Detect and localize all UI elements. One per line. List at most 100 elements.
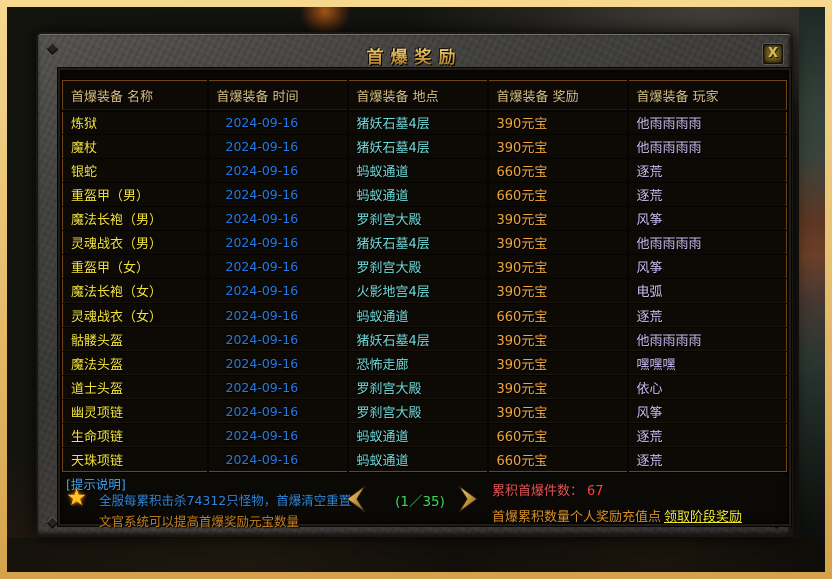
table-row: 道士头盔 2024-09-16 罗刹宫大殿 390元宝 依心 (62, 375, 787, 400)
cell-reward: 390元宝 (487, 375, 629, 400)
cell-drop-time: 2024-09-16 (207, 447, 349, 472)
game-scene-background: 首爆奖励 X 首爆装备 名称 首爆装备 时间 首爆装备 地点 首爆装备 奖励 (7, 7, 825, 572)
cell-item-name: 重盔甲（男） (62, 182, 209, 207)
cell-player: 依心 (636, 381, 663, 397)
cell-reward: 660元宝 (487, 303, 629, 328)
page-indicator: (1／35) (395, 494, 445, 510)
cell-drop-time: 2024-09-16 (207, 158, 349, 183)
table-header-row: 首爆装备 名称 首爆装备 时间 首爆装备 地点 首爆装备 奖励 首爆装备 玩家 (62, 80, 787, 112)
table-row: 魔杖 2024-09-16 猪妖石墓4层 390元宝 他雨雨雨雨 (62, 134, 787, 159)
cell-player: 他雨雨雨雨 (636, 333, 702, 349)
chevron-left-icon[interactable] (345, 486, 367, 512)
cell-drop-time: 2024-09-16 (207, 182, 349, 207)
cell-drop-place: 恐怖走廊 (347, 351, 489, 376)
cell-drop-time: 2024-09-16 (207, 110, 349, 135)
cell-reward: 660元宝 (487, 447, 629, 472)
claim-stage-reward-link[interactable]: 领取阶段奖励 (664, 510, 743, 525)
cell-drop-place: 猪妖石墓4层 (347, 230, 489, 255)
accumulated-drop-count-label: 累积首爆件数： (492, 484, 584, 499)
cell-drop-place: 罗刹宫大殿 (347, 206, 489, 231)
cell-player: 风筝 (636, 405, 663, 421)
chevron-right-icon[interactable] (457, 486, 479, 512)
table-row: 灵魂战衣（女） 2024-09-16 蚂蚁通道 660元宝 逐荒 (62, 303, 787, 328)
cell-drop-place: 猪妖石墓4层 (347, 134, 489, 159)
cell-drop-time: 2024-09-16 (207, 206, 349, 231)
cell-drop-place: 猪妖石墓4层 (347, 110, 489, 135)
cell-drop-time: 2024-09-16 (207, 278, 349, 303)
table-row: 重盔甲（男） 2024-09-16 蚂蚁通道 660元宝 逐荒 (62, 182, 787, 207)
table-row: 天珠项链 2024-09-16 蚂蚁通道 660元宝 逐荒 (62, 447, 787, 472)
table-row: 重盔甲（女） 2024-09-16 罗刹宫大殿 390元宝 风筝 (62, 254, 787, 279)
cell-item-name: 天珠项链 (62, 447, 209, 472)
star-icon: ★ (66, 485, 87, 511)
cell-drop-time: 2024-09-16 (207, 303, 349, 328)
cell-player: 嘿嘿嘿 (636, 357, 676, 373)
cell-reward: 390元宝 (487, 206, 629, 231)
close-button[interactable]: X (763, 44, 783, 64)
tip-line-2: 文官系统可以提高首爆奖励元宝数量 (99, 514, 300, 529)
cell-item-name: 魔法长袍（女） (62, 278, 209, 303)
first-drop-reward-window: 首爆奖励 X 首爆装备 名称 首爆装备 时间 首爆装备 地点 首爆装备 奖励 (36, 32, 793, 537)
cell-item-name: 灵魂战衣（女） (62, 303, 209, 328)
cell-drop-place: 蚂蚁通道 (347, 447, 489, 472)
cell-drop-time: 2024-09-16 (207, 134, 349, 159)
cell-player: 逐荒 (636, 189, 663, 205)
cell-drop-place: 猪妖石墓4层 (347, 327, 489, 352)
cell-drop-time: 2024-09-16 (207, 254, 349, 279)
cell-player: 电弧 (636, 285, 663, 301)
cell-drop-place: 蚂蚁通道 (347, 303, 489, 328)
table-row: 幽灵项链 2024-09-16 罗刹宫大殿 390元宝 风筝 (62, 399, 787, 424)
cell-item-name: 炼狱 (62, 110, 209, 135)
table-row: 魔法长袍（女） 2024-09-16 火影地宫4层 390元宝 电弧 (62, 278, 787, 303)
table-row: 灵魂战衣（男） 2024-09-16 猪妖石墓4层 390元宝 他雨雨雨雨 (62, 230, 787, 255)
cell-reward: 390元宝 (487, 327, 629, 352)
cell-drop-place: 罗刹宫大殿 (347, 399, 489, 424)
cell-drop-place: 罗刹宫大殿 (347, 254, 489, 279)
cell-reward: 390元宝 (487, 230, 629, 255)
cell-player: 他雨雨雨雨 (636, 141, 702, 157)
cell-player: 逐荒 (636, 453, 663, 469)
cell-item-name: 重盔甲（女） (62, 254, 209, 279)
cell-drop-time: 2024-09-16 (207, 327, 349, 352)
col-header-drop-place: 首爆装备 地点 (347, 80, 489, 112)
table-body: 炼狱 2024-09-16 猪妖石墓4层 390元宝 他雨雨雨雨 魔杖 2024… (62, 110, 787, 472)
cell-reward: 390元宝 (487, 399, 629, 424)
cell-drop-place: 火影地宫4层 (347, 278, 489, 303)
first-drop-table: 首爆装备 名称 首爆装备 时间 首爆装备 地点 首爆装备 奖励 首爆装备 玩家 … (62, 80, 787, 472)
cell-reward: 390元宝 (487, 254, 629, 279)
cell-reward: 390元宝 (487, 134, 629, 159)
window-title: 首爆奖励 (367, 43, 463, 68)
accumulated-drop-count-value: 67 (587, 484, 604, 499)
cell-item-name: 骷髅头盔 (62, 327, 209, 352)
accumulated-drop-count: 累积首爆件数： 67 (492, 480, 604, 499)
table-row: 炼狱 2024-09-16 猪妖石墓4层 390元宝 他雨雨雨雨 (62, 110, 787, 135)
table-row: 骷髅头盔 2024-09-16 猪妖石墓4层 390元宝 他雨雨雨雨 (62, 327, 787, 352)
cell-drop-place: 蚂蚁通道 (347, 158, 489, 183)
cell-drop-time: 2024-09-16 (207, 399, 349, 424)
col-header-item-name: 首爆装备 名称 (62, 80, 209, 112)
tip-line-1: 全服每累积击杀74312只怪物，首爆清空重置 (99, 493, 352, 508)
content-panel: 首爆装备 名称 首爆装备 时间 首爆装备 地点 首爆装备 奖励 首爆装备 玩家 … (58, 68, 791, 529)
col-header-drop-time: 首爆装备 时间 (207, 80, 349, 112)
cell-item-name: 灵魂战衣（男） (62, 230, 209, 255)
cell-reward: 390元宝 (487, 351, 629, 376)
cell-item-name: 银蛇 (62, 158, 209, 183)
cell-reward: 390元宝 (487, 278, 629, 303)
frame-corner-ornament (46, 516, 59, 529)
cell-drop-place: 蚂蚁通道 (347, 182, 489, 207)
cell-drop-place: 罗刹宫大殿 (347, 375, 489, 400)
cell-item-name: 魔法头盔 (62, 351, 209, 376)
cell-item-name: 魔法长袍（男） (62, 206, 209, 231)
personal-reward-note: 首爆累积数量个人奖励充值点 (492, 510, 662, 525)
cell-reward: 660元宝 (487, 182, 629, 207)
cell-player: 他雨雨雨雨 (636, 117, 702, 133)
cell-player: 逐荒 (636, 309, 663, 325)
col-header-reward: 首爆装备 奖励 (487, 80, 629, 112)
cell-player: 逐荒 (636, 429, 663, 445)
cell-item-name: 魔杖 (62, 134, 209, 159)
background-art-bottom-strip (7, 538, 825, 572)
window-titlebar: 首爆奖励 (38, 34, 791, 68)
cell-drop-time: 2024-09-16 (207, 423, 349, 448)
cell-drop-time: 2024-09-16 (207, 375, 349, 400)
